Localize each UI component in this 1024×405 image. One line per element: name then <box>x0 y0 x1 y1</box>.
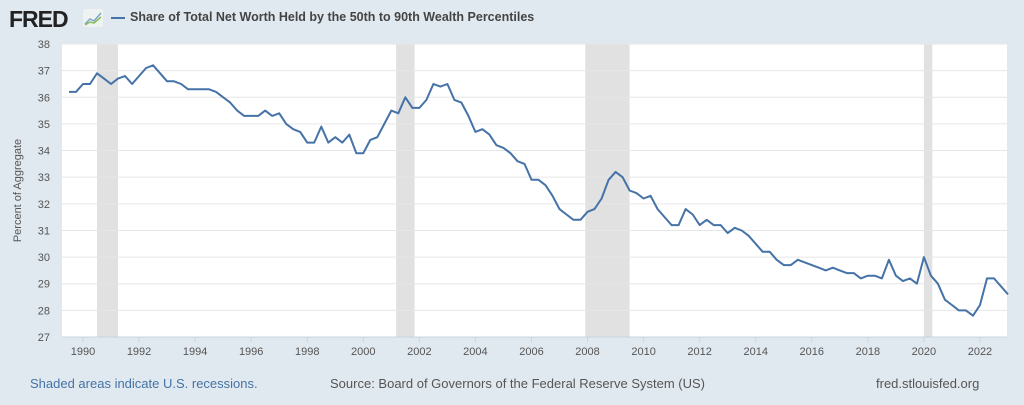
y-tick-label: 31 <box>38 225 50 237</box>
x-tick-label: 1994 <box>183 346 207 358</box>
x-tick-label: 2016 <box>800 346 824 358</box>
y-tick-label: 28 <box>38 305 50 317</box>
y-tick-label: 37 <box>38 66 50 78</box>
x-tick-label: 2014 <box>743 346 767 358</box>
x-tick-label: 2002 <box>407 346 431 358</box>
x-tick-label: 2022 <box>968 346 992 358</box>
chart: 27 28 29 30 31 32 33 34 35 36 37 38 1990 1992 1994 1996… <box>12 39 1009 358</box>
y-tick-label: 29 <box>38 279 50 291</box>
y-tick-label: 32 <box>38 199 50 211</box>
legend-swatch <box>111 17 125 19</box>
x-tick-label: 1998 <box>295 346 319 358</box>
y-axis-label: Percent of Aggregate <box>12 139 24 242</box>
site-link[interactable]: fred.stlouisfed.org <box>876 376 980 391</box>
x-tick-label: 2004 <box>463 346 487 358</box>
chart-title: Share of Total Net Worth Held by the 50t… <box>130 10 535 24</box>
plot-area <box>62 44 1007 337</box>
y-tick-label: 33 <box>38 172 50 184</box>
recession-band <box>396 44 415 337</box>
x-tick-label: 1990 <box>71 346 95 358</box>
chart-logo-icon <box>83 9 103 27</box>
x-tick-label: 1996 <box>239 346 263 358</box>
fred-logo[interactable]: FRED <box>9 6 69 32</box>
x-tick-label: 2018 <box>856 346 880 358</box>
recession-band <box>585 44 630 337</box>
x-tick-label: 2020 <box>912 346 936 358</box>
y-tick-label: 30 <box>38 252 50 264</box>
y-tick-label: 34 <box>38 146 50 158</box>
y-tick-label: 38 <box>38 39 50 51</box>
source-text: Source: Board of Governors of the Federa… <box>330 376 705 391</box>
recession-band <box>97 44 119 337</box>
x-tick-label: 2010 <box>631 346 655 358</box>
y-tick-label: 27 <box>38 332 50 344</box>
x-tick-label: 1992 <box>127 346 151 358</box>
x-tick-label: 2000 <box>351 346 375 358</box>
recession-note-link[interactable]: Shaded areas indicate U.S. recessions. <box>30 376 258 391</box>
recession-band <box>923 44 933 337</box>
x-tick-label: 2006 <box>519 346 543 358</box>
y-tick-label: 35 <box>38 119 50 131</box>
x-tick-label: 2012 <box>687 346 711 358</box>
y-tick-label: 36 <box>38 92 50 104</box>
x-tick-label: 2008 <box>575 346 599 358</box>
series-line <box>69 64 1009 317</box>
